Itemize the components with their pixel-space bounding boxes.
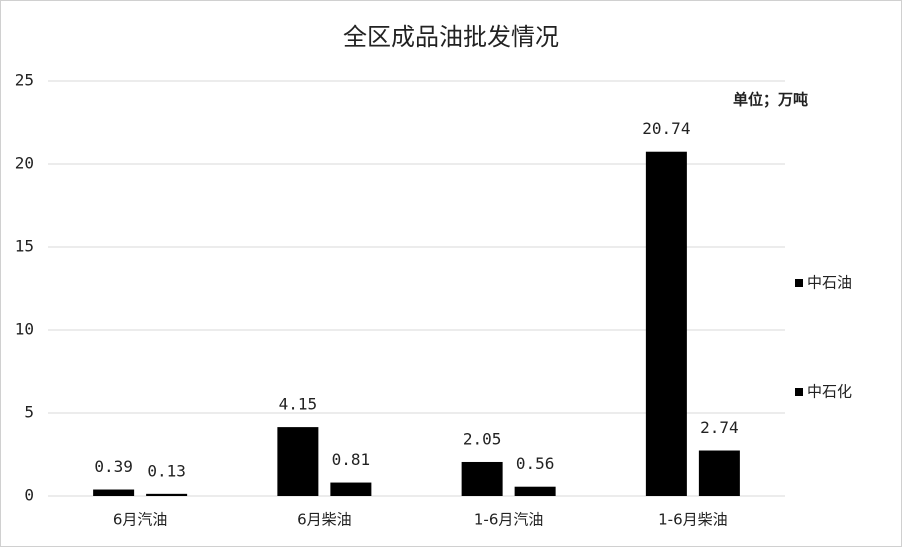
data-label: 0.56 [516,454,555,473]
unit-annotation: 单位；万吨 [733,91,808,109]
y-tick-label: 0 [24,486,34,505]
bar [514,486,556,496]
legend-swatch [795,388,803,396]
data-label: 2.74 [700,418,739,437]
data-label: 0.81 [332,450,371,469]
bar [461,461,503,496]
bar [93,489,135,496]
data-label: 20.74 [642,119,690,138]
chart-title: 全区成品油批发情况 [343,23,559,51]
bar [277,427,319,496]
data-label: 4.15 [279,395,318,414]
legend-label: 中石油 [807,274,852,292]
x-tick-label: 1-6月汽油 [474,511,544,529]
x-tick-label: 1-6月柴油 [658,511,728,529]
y-tick-label: 15 [15,237,34,256]
bar [645,151,687,496]
data-label: 0.13 [147,461,186,480]
bar [146,493,188,496]
y-tick-label: 5 [24,403,34,422]
y-tick-label: 25 [15,71,34,90]
x-tick-label: 6月汽油 [113,511,168,529]
data-label: 2.05 [463,429,502,448]
bar [698,450,740,496]
x-tick-label: 6月柴油 [297,511,352,529]
y-tick-label: 20 [15,154,34,173]
y-tick-label: 10 [15,320,34,339]
bar [330,482,372,496]
legend-label: 中石化 [807,383,852,401]
data-label: 0.39 [94,457,133,476]
legend-swatch [795,279,803,287]
